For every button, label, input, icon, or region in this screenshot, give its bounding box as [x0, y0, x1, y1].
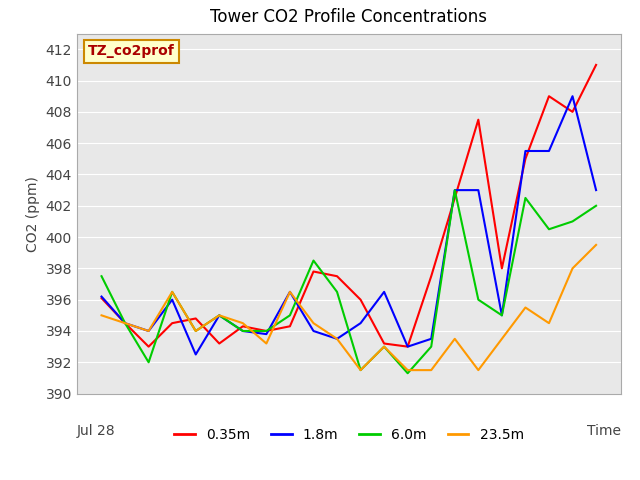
Text: Time: Time: [587, 424, 621, 438]
Y-axis label: CO2 (ppm): CO2 (ppm): [26, 176, 40, 252]
Text: Jul 28: Jul 28: [77, 424, 115, 438]
Text: TZ_co2prof: TZ_co2prof: [88, 44, 175, 59]
Title: Tower CO2 Profile Concentrations: Tower CO2 Profile Concentrations: [211, 9, 487, 26]
Legend: 0.35m, 1.8m, 6.0m, 23.5m: 0.35m, 1.8m, 6.0m, 23.5m: [168, 423, 529, 448]
